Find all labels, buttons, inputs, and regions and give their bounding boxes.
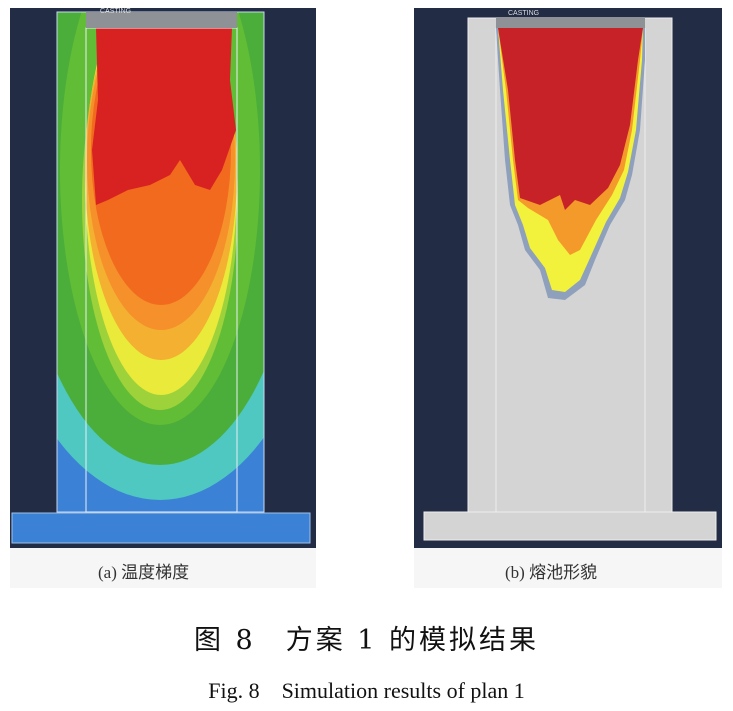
casting-label-a: CASTING bbox=[100, 8, 131, 15]
melt-pool-panel: CASTING bbox=[414, 8, 722, 548]
subcaption-a: (a) 温度梯度 bbox=[98, 563, 190, 582]
base-plate-b bbox=[423, 511, 717, 541]
simulation-figure: CASTING CASTING bbox=[10, 8, 722, 548]
temperature-gradient-panel: CASTING bbox=[10, 8, 316, 548]
figure-caption-en: Fig. 8 Simulation results of plan 1 bbox=[208, 678, 525, 703]
figure-caption-cn: 图 8 方案 1 的模拟结果 bbox=[193, 625, 540, 656]
caption-strip-b bbox=[414, 548, 722, 588]
casting-label-b: CASTING bbox=[508, 10, 539, 17]
caption-strip-a bbox=[10, 548, 316, 588]
subcaption-b: (b) 熔池形貌 bbox=[505, 563, 598, 582]
